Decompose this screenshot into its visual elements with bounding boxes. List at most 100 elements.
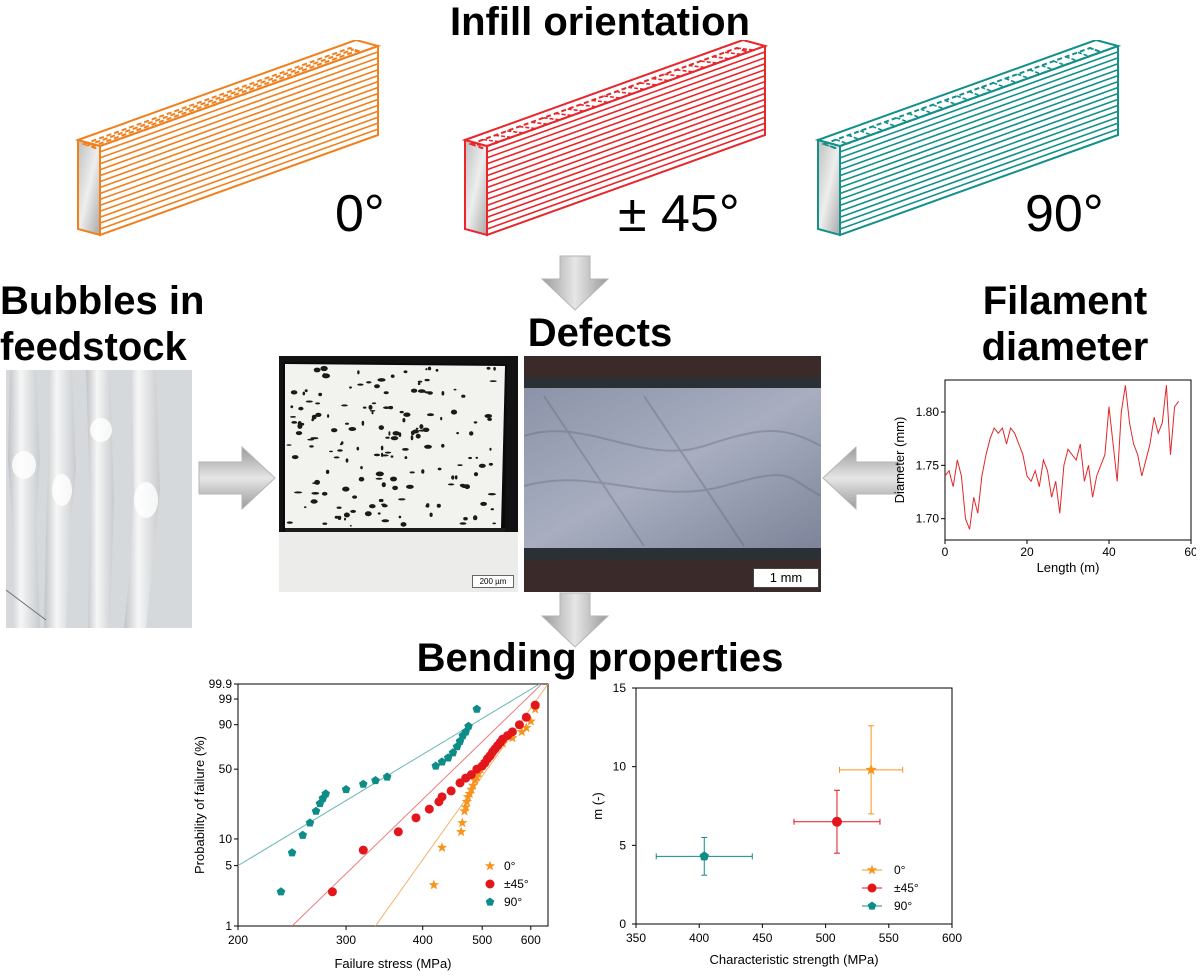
beam-layer-line <box>839 86 1119 189</box>
pore <box>390 436 399 441</box>
pore <box>390 374 395 378</box>
x-tick-label: 60 <box>1184 545 1196 559</box>
infill-raster-line <box>482 138 500 143</box>
infill-raster-line <box>700 60 717 64</box>
pore <box>402 418 406 423</box>
pore <box>409 471 415 474</box>
data-point <box>521 712 531 722</box>
beam-layer-line <box>99 63 379 165</box>
beam-layer-line <box>486 63 766 165</box>
x-tick-label: 300 <box>336 933 356 947</box>
beam-layer-line <box>839 104 1119 207</box>
pore <box>295 431 303 436</box>
pore <box>344 517 346 521</box>
x-tick-label: 0 <box>942 545 949 559</box>
beam-layer-line <box>486 116 766 218</box>
infill-raster-line <box>579 103 596 108</box>
infill-raster-line <box>507 130 524 134</box>
bubbles-text-line-2: feedstock <box>0 325 187 369</box>
x-tick-label: 600 <box>521 933 541 947</box>
pore <box>371 402 377 405</box>
x-tick-label: 400 <box>413 933 433 947</box>
x-tick-label: 350 <box>626 931 646 945</box>
beam-layer-line <box>839 68 1119 171</box>
pore <box>451 475 455 480</box>
beam-layer-line <box>486 80 766 183</box>
pore <box>307 438 315 441</box>
beam-end-face <box>77 138 101 237</box>
y-tick-label: 15 <box>613 681 627 695</box>
data-point <box>437 792 447 802</box>
pore <box>361 420 365 426</box>
data-point <box>461 796 472 807</box>
beam-layer-line <box>839 110 1119 213</box>
infill-raster-line <box>980 86 993 93</box>
infill-raster-line <box>567 108 584 112</box>
infill-raster-line <box>652 77 669 82</box>
pore <box>334 515 339 519</box>
pore <box>369 410 376 412</box>
angle-label-0: 0° <box>335 185 385 243</box>
pore <box>336 506 342 509</box>
pore <box>321 491 328 496</box>
scale-bar-200um: 200 µm <box>472 575 514 588</box>
pore <box>352 495 358 499</box>
y-tick-label: 1.80 <box>916 405 940 419</box>
pore <box>424 391 431 394</box>
data-point <box>371 776 380 785</box>
data-point <box>359 779 368 788</box>
pore <box>320 365 328 372</box>
data-point <box>459 805 470 816</box>
pore <box>492 522 496 525</box>
beam-0-degree <box>74 40 382 237</box>
beam-90-degree <box>814 40 1122 237</box>
y-tick-label: 90 <box>219 718 233 732</box>
pore <box>429 512 433 517</box>
beam-layer-line <box>99 68 379 171</box>
pore <box>468 456 472 460</box>
pore <box>424 444 432 449</box>
data-point <box>311 806 321 815</box>
data-point <box>446 786 456 796</box>
pore <box>453 388 457 391</box>
pore <box>381 503 386 506</box>
infill-raster-line <box>908 112 920 119</box>
pore <box>311 492 320 495</box>
beam-45-degree <box>461 40 769 237</box>
pore <box>463 517 468 521</box>
data-point <box>466 784 477 794</box>
pore <box>310 437 319 440</box>
pore <box>437 467 442 471</box>
pore <box>291 421 298 424</box>
x-tick-label: 40 <box>1102 545 1116 559</box>
pore <box>291 455 299 460</box>
pore <box>473 472 479 477</box>
pore <box>374 384 380 389</box>
pore <box>415 433 421 439</box>
pore <box>381 482 386 488</box>
x-tick-label: 550 <box>879 931 899 945</box>
data-point <box>831 816 842 827</box>
beam-layer-line <box>99 104 379 207</box>
data-point <box>472 704 482 713</box>
defects-heading: Defects <box>527 311 673 355</box>
infill-raster-line <box>555 112 572 117</box>
data-point <box>321 789 330 798</box>
pore <box>435 368 439 372</box>
pore <box>459 522 467 525</box>
y-axis-label: m (-) <box>590 792 605 819</box>
infill-raster-line <box>835 138 848 145</box>
infill-raster-line <box>896 117 908 123</box>
infill-raster-line <box>847 134 860 141</box>
pore <box>358 476 365 482</box>
pore <box>380 445 384 451</box>
pore <box>373 453 381 457</box>
infill-raster-line <box>591 99 609 104</box>
plot-frame <box>635 687 953 925</box>
legend-label: 90° <box>504 895 522 909</box>
beam-layer-line <box>839 80 1119 183</box>
legend-marker <box>867 883 877 893</box>
beam-layer-line <box>486 86 766 189</box>
beam-layer-line <box>99 110 379 213</box>
pore <box>327 414 330 418</box>
